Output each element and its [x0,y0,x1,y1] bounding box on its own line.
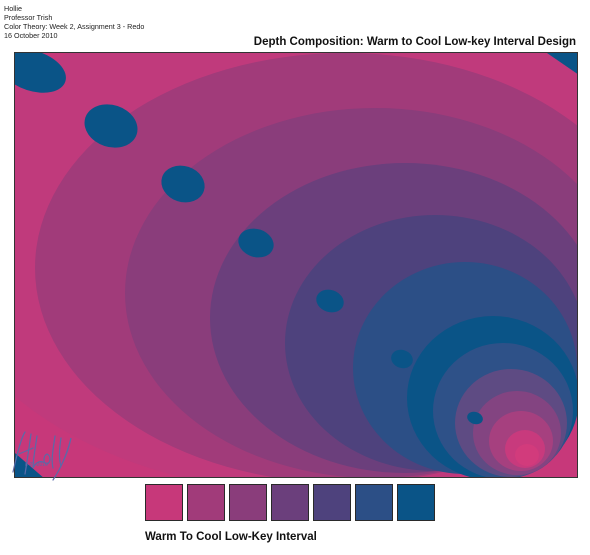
depth-composition-artwork [14,52,578,478]
dot-4 [238,228,274,258]
student-name: Hollie [4,4,22,13]
artwork-canvas [15,53,577,477]
swatch-6 [355,484,393,521]
signature: 8-25-2010 [12,431,72,481]
palette-swatches [145,484,435,521]
date-line: 16 October 2010 [4,31,58,40]
swatch-4 [271,484,309,521]
ring-13 [515,444,539,466]
swatch-3 [229,484,267,521]
swatch-2 [187,484,225,521]
corner-wedge-bottom [15,453,43,477]
dot-6 [391,349,413,369]
dot-3 [161,165,205,203]
header-info: Hollie Professor Trish Color Theory: Wee… [4,4,144,40]
swatch-7 [397,484,435,521]
swatch-1 [145,484,183,521]
dot-1 [15,53,66,93]
swatch-5 [313,484,351,521]
corner-wedge [547,53,577,74]
dot-2 [84,104,138,148]
design-title: Depth Composition: Warm to Cool Low-key … [253,36,576,48]
signature-date: 8-25-2010 [25,462,48,468]
dot-7 [467,411,483,425]
course-line: Color Theory: Week 2, Assignment 3 - Red… [4,22,145,31]
palette-caption: Warm To Cool Low-Key Interval [145,531,317,543]
dot-5 [316,289,344,313]
instructor-name: Professor Trish [4,13,53,22]
